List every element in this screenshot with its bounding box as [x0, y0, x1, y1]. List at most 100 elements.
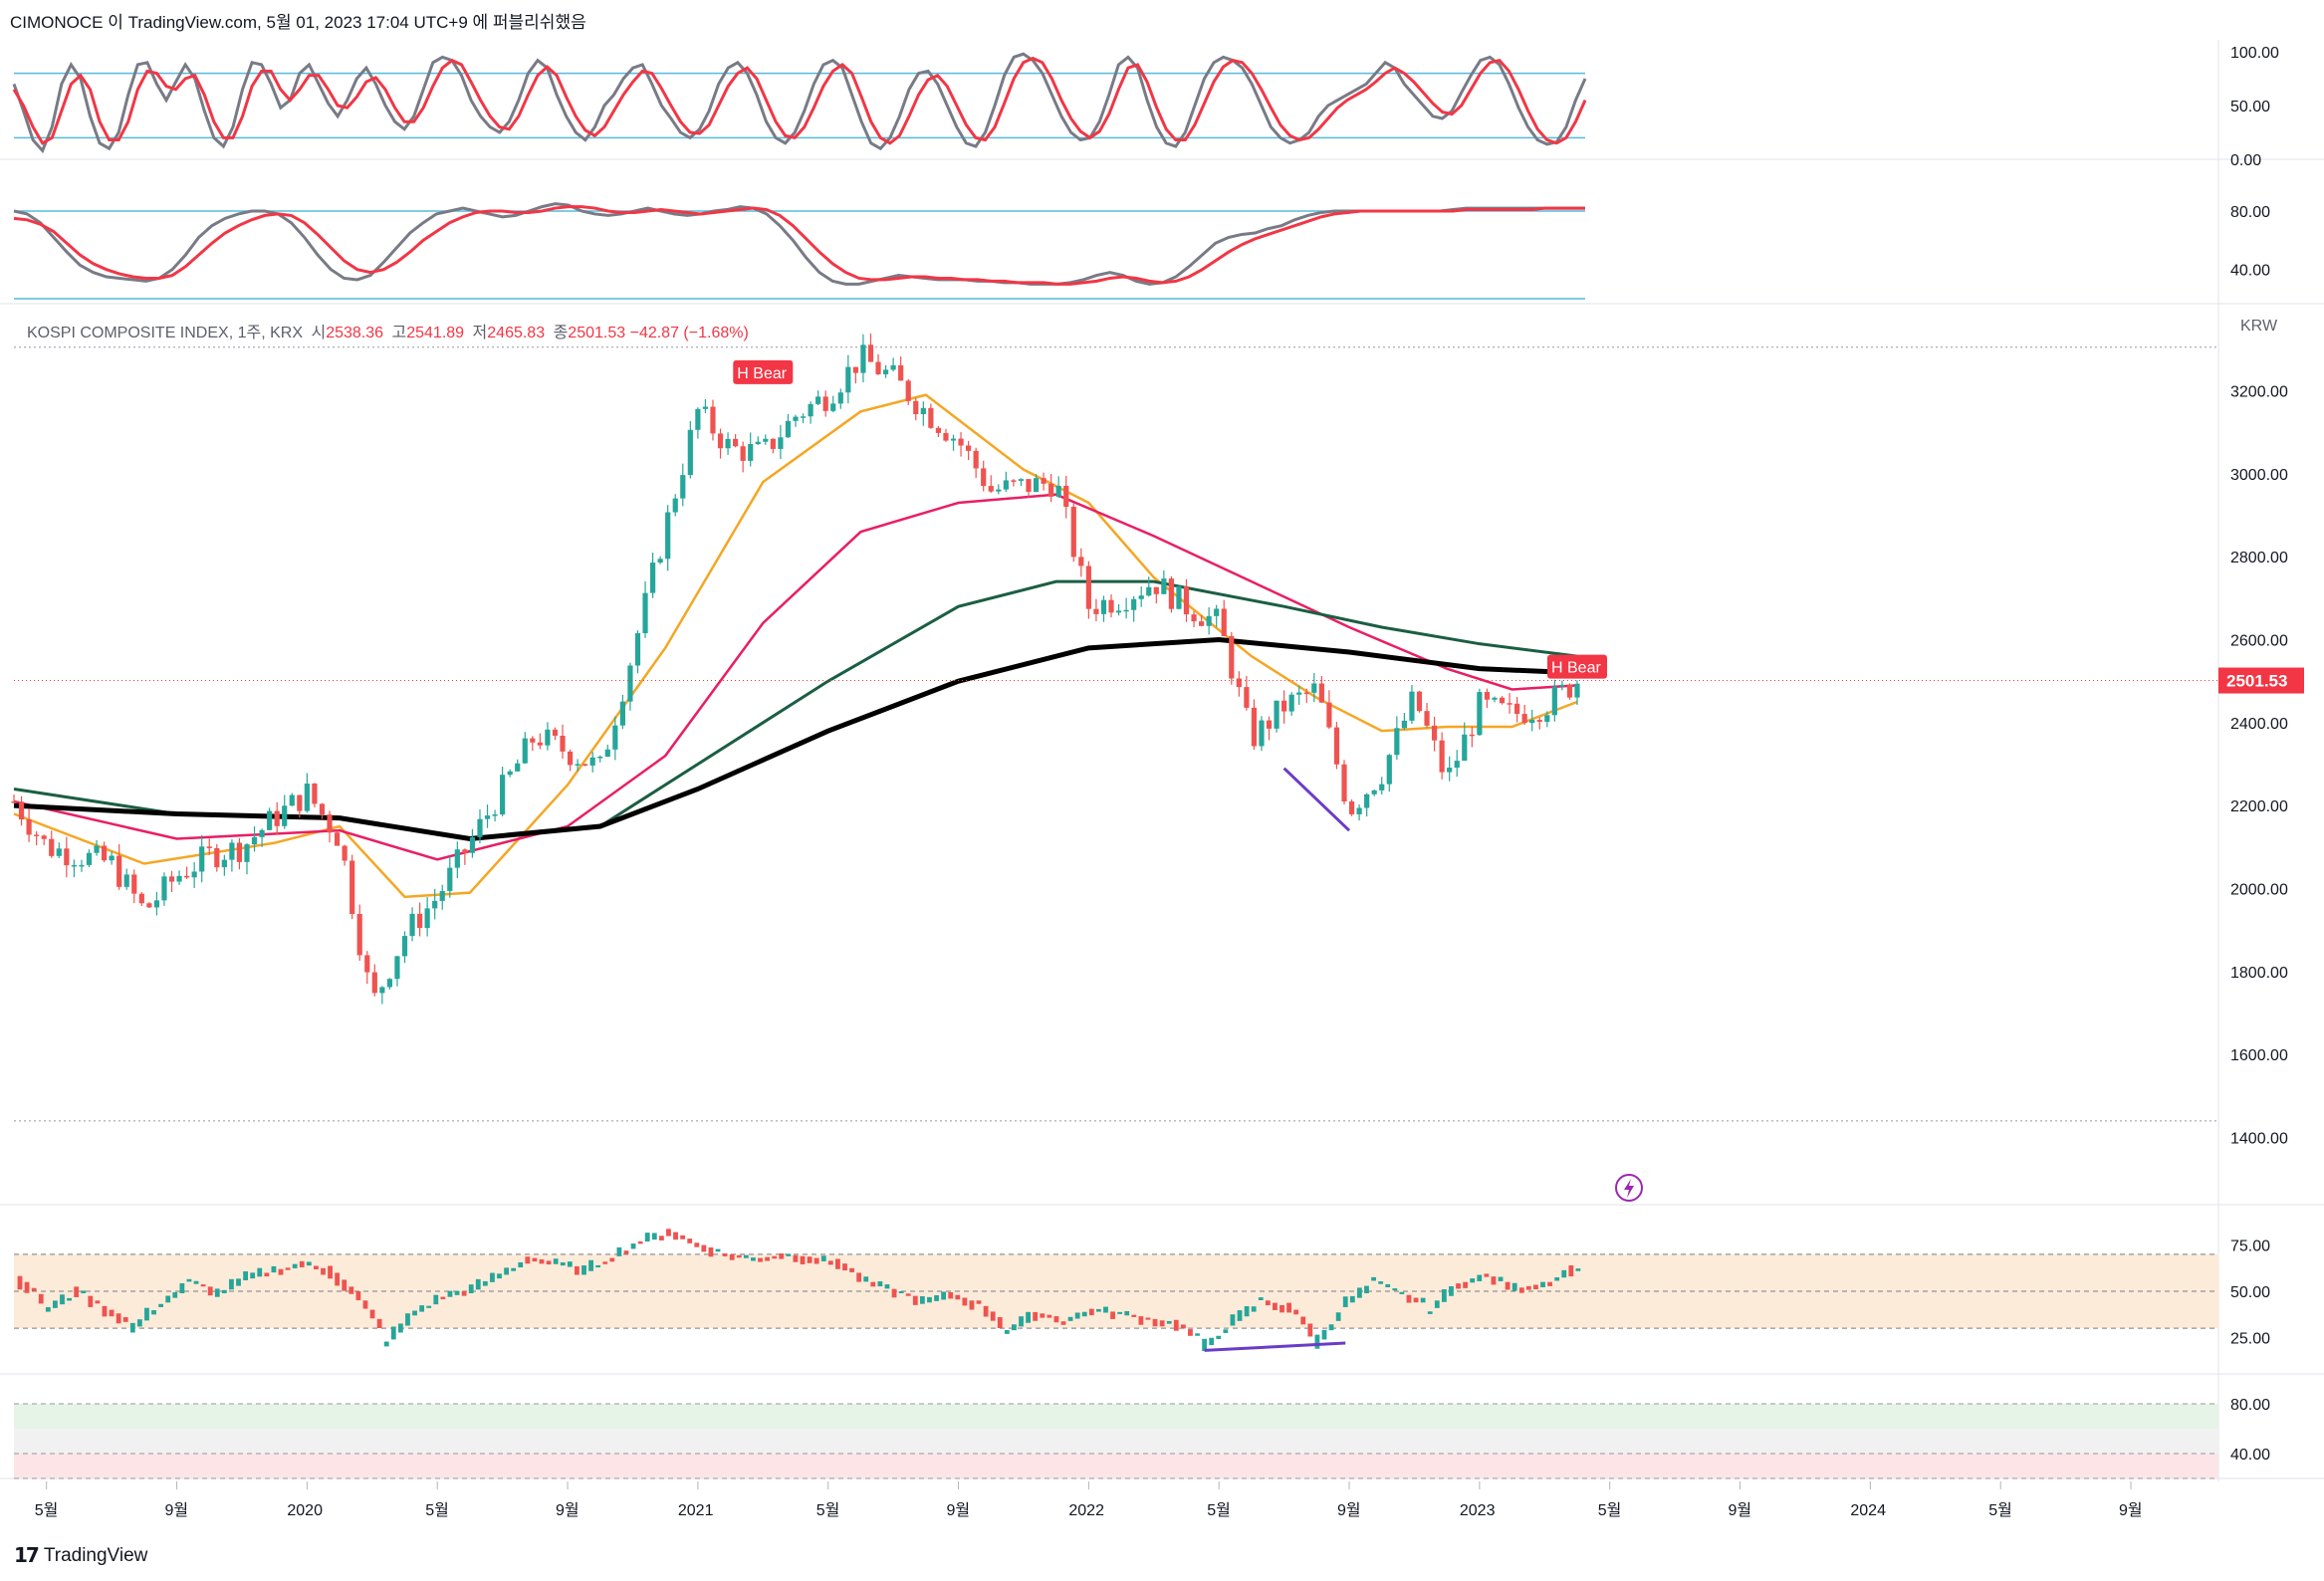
tradingview-logo-icon: 𝟭𝟳 — [14, 1545, 40, 1567]
candle-body — [1356, 807, 1362, 814]
rsi-candle — [412, 1310, 417, 1316]
candle-body — [619, 701, 625, 726]
candle-body — [289, 794, 295, 806]
candle-body — [1551, 686, 1557, 716]
rsi-candle — [1399, 1291, 1405, 1294]
rsi-candle — [342, 1279, 348, 1291]
rsi-candle — [1547, 1281, 1552, 1286]
rsi-candle — [1470, 1278, 1476, 1283]
rsi-candle — [765, 1256, 770, 1261]
lower-overbought-fill — [14, 1404, 2218, 1429]
candle-body — [1431, 725, 1438, 741]
rsi-candle — [1518, 1287, 1524, 1293]
candle-body — [492, 814, 498, 816]
rsi-candle — [31, 1287, 37, 1291]
rsi-candle — [1554, 1276, 1560, 1281]
rsi-candle — [553, 1258, 559, 1264]
rsi-candle — [511, 1267, 517, 1271]
rsi-candle — [1265, 1300, 1271, 1306]
candle-body — [1168, 578, 1175, 609]
price-tick-8: 1600.00 — [2230, 1047, 2288, 1064]
lower-tick-0: 80.00 — [2230, 1397, 2270, 1414]
rsi-candles — [17, 1229, 1581, 1352]
rsi-candle — [827, 1260, 833, 1265]
candle-body — [1514, 703, 1520, 715]
candle-body — [199, 846, 205, 872]
candle-body — [356, 914, 362, 956]
rsi-candle — [912, 1295, 918, 1305]
close-value: 2501.53 — [568, 325, 626, 341]
candle-body — [1176, 585, 1182, 609]
price-axis-unit: KRW — [2240, 318, 2278, 335]
rsi-candle — [1378, 1281, 1384, 1284]
rsi-candle — [193, 1280, 199, 1284]
rsi-candle — [729, 1253, 735, 1260]
candle-body — [1296, 692, 1302, 695]
rsi-candle — [1138, 1316, 1144, 1325]
rsi-candle — [990, 1311, 996, 1321]
candle-body — [364, 955, 370, 973]
rsi-candle — [1456, 1283, 1461, 1289]
candle-body — [327, 814, 333, 833]
rsi-candle — [1491, 1276, 1497, 1285]
candle-body — [1521, 714, 1527, 724]
author-name[interactable]: CIMONOCE — [10, 13, 104, 32]
price-tick-7: 1800.00 — [2230, 965, 2288, 982]
rsi-candle — [158, 1303, 164, 1307]
rsi-candle — [349, 1286, 354, 1294]
rsi-candle — [314, 1265, 319, 1270]
rsi-candle — [179, 1282, 185, 1293]
candle-body — [830, 403, 836, 411]
candle-body — [236, 842, 243, 862]
candle-body — [1326, 702, 1332, 728]
candle-body — [657, 559, 663, 564]
candle-body — [349, 860, 355, 915]
symbol-name[interactable]: KOSPI COMPOSITE INDEX, 1주, KRX — [27, 325, 304, 341]
candle-body — [18, 801, 25, 820]
rsi-candle — [1216, 1335, 1222, 1339]
candle-body — [996, 489, 1002, 492]
candle-body — [793, 416, 799, 421]
rsi-candle — [1328, 1324, 1334, 1331]
rsi-candle — [144, 1307, 149, 1321]
candle-body — [304, 784, 310, 811]
candle-body — [740, 446, 746, 461]
price-tick-9: 1400.00 — [2230, 1131, 2288, 1148]
candle-body — [1462, 734, 1468, 762]
open-value: 2538.36 — [326, 325, 384, 341]
rsi-candle — [369, 1309, 375, 1319]
rsi-candle — [355, 1291, 361, 1300]
rsi-candle — [736, 1254, 742, 1258]
price-legend: KOSPI COMPOSITE INDEX, 1주, KRX 시2538.36 … — [27, 319, 749, 342]
lightning-circle — [1615, 1174, 1643, 1202]
rsi-candle — [440, 1296, 446, 1300]
osc0-d-line — [12, 56, 1587, 145]
rsi-candle — [1053, 1316, 1059, 1323]
time-tick-12: 5월 — [1598, 1501, 1622, 1519]
candle-body — [1507, 703, 1512, 705]
candle-body — [259, 829, 265, 837]
candle-body — [1108, 599, 1114, 613]
rsi-candle — [1533, 1284, 1538, 1289]
rsi-candle — [475, 1278, 481, 1290]
rsi-candle — [807, 1256, 813, 1263]
rsi-tick-2: 25.00 — [2230, 1330, 2270, 1347]
rsi-candle — [715, 1248, 721, 1252]
candle-body — [1266, 720, 1273, 729]
rsi-candle — [849, 1267, 854, 1272]
candle-body — [26, 819, 32, 835]
rsi-candle — [461, 1291, 467, 1296]
price-tick-2: 2800.00 — [2230, 550, 2288, 566]
h-bear-label-bg-0 — [733, 359, 794, 384]
tradingview-brand[interactable]: 𝟭𝟳 TradingView — [14, 1543, 147, 1568]
candle-body — [1499, 697, 1506, 704]
rsi-candle — [1484, 1273, 1490, 1277]
rsi-candle — [1173, 1319, 1179, 1331]
rsi-candle — [362, 1300, 368, 1309]
rsi-candle — [433, 1294, 439, 1305]
candle-body — [41, 835, 47, 839]
last-price-tag-bg — [2218, 667, 2304, 694]
rsi-candle — [1392, 1288, 1398, 1291]
candle-body — [1394, 728, 1400, 756]
